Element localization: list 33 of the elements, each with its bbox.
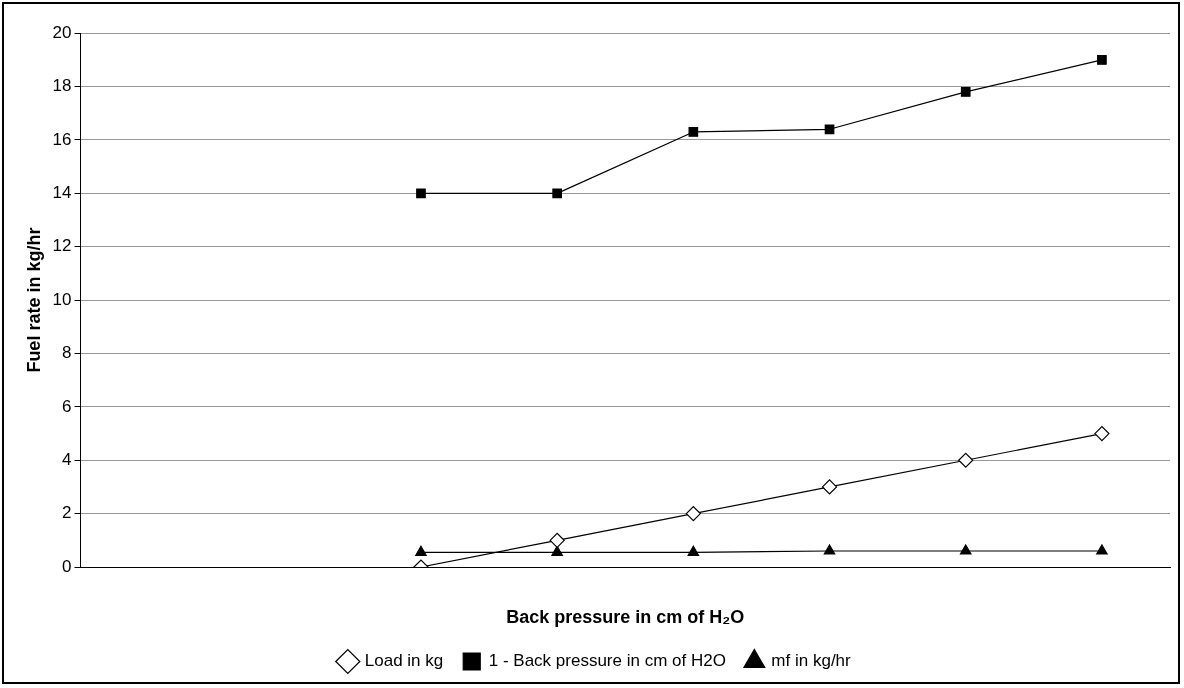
x-axis-title: Back pressure in cm of H₂O xyxy=(506,607,745,628)
point xyxy=(685,506,701,522)
point xyxy=(960,87,971,97)
y-tick-label: 4 xyxy=(62,449,72,469)
y-tick-label: 6 xyxy=(62,396,72,416)
y-tick-label: 12 xyxy=(52,236,72,256)
legend-label: Load in kg xyxy=(364,651,444,671)
point xyxy=(688,127,699,137)
y-axis-title: Fuel rate in kg/hr xyxy=(23,227,44,373)
y-tick-label: 18 xyxy=(52,76,72,96)
y-tick-label: 14 xyxy=(52,183,72,203)
legend-label: mf in kg/hr xyxy=(771,651,852,671)
point xyxy=(824,124,835,135)
point xyxy=(415,545,427,556)
y-tick-label: 20 xyxy=(52,22,72,42)
point xyxy=(958,452,974,468)
point xyxy=(1094,425,1110,442)
y-tick-label: 16 xyxy=(52,129,72,149)
point xyxy=(551,545,563,556)
legend-label: 1 - Back pressure in cm of H2O xyxy=(488,651,726,671)
point xyxy=(416,188,426,199)
y-tick-label: 2 xyxy=(62,503,72,523)
point xyxy=(959,544,972,555)
point xyxy=(549,532,565,548)
y-tick-label: 0 xyxy=(62,556,72,576)
point xyxy=(687,545,700,556)
point xyxy=(821,479,838,495)
y-tick-label: 10 xyxy=(52,289,72,309)
point xyxy=(1096,544,1108,555)
y-tick-label: 8 xyxy=(62,343,72,363)
point xyxy=(552,188,562,199)
point xyxy=(1097,55,1107,65)
point xyxy=(823,544,836,555)
